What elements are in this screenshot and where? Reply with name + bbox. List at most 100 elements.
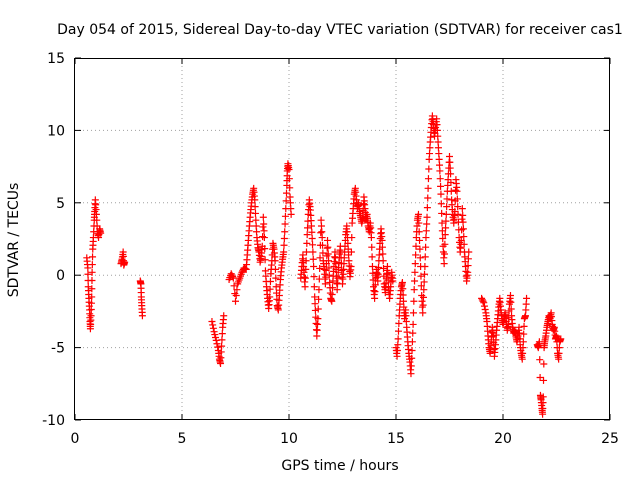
- data-point-marker: [440, 260, 448, 268]
- data-point-marker: [87, 305, 95, 313]
- data-point-marker: [410, 286, 418, 294]
- data-point-marker: [460, 240, 468, 248]
- data-point-marker: [415, 228, 423, 236]
- data-point-marker: [311, 293, 319, 301]
- data-point-marker: [328, 297, 336, 305]
- data-point-marker: [436, 175, 444, 183]
- data-point-marker: [420, 278, 428, 286]
- x-tick-label: 25: [601, 431, 619, 447]
- data-point-marker: [394, 327, 402, 335]
- data-point-marker: [218, 342, 226, 350]
- data-point-marker: [479, 297, 487, 305]
- data-point-marker: [384, 269, 392, 277]
- data-point-marker: [87, 299, 95, 307]
- data-point-marker: [443, 195, 451, 203]
- data-point-marker: [260, 220, 268, 228]
- data-point-marker: [88, 293, 96, 301]
- data-point-marker: [454, 210, 462, 218]
- x-axis-label: GPS time / hours: [281, 458, 398, 474]
- data-point-marker: [459, 211, 467, 219]
- data-point-marker: [414, 210, 422, 218]
- data-point-marker: [480, 299, 488, 307]
- data-point-marker: [314, 305, 322, 313]
- data-point-marker: [287, 210, 295, 218]
- data-point-marker: [379, 250, 387, 258]
- data-point-marker: [220, 312, 228, 320]
- data-point-marker: [464, 268, 472, 276]
- data-point-marker: [328, 291, 336, 299]
- data-point-marker: [436, 167, 444, 175]
- y-tick-label: 0: [56, 268, 65, 284]
- data-point-marker: [419, 301, 427, 309]
- y-axis-label: SDTVAR / TECUs: [6, 183, 22, 298]
- data-point-marker: [507, 305, 515, 313]
- data-point-marker: [301, 283, 309, 291]
- data-point-marker: [272, 283, 280, 291]
- data-point-marker: [407, 370, 415, 378]
- data-point-marker: [138, 312, 146, 320]
- data-point-marker: [218, 336, 226, 344]
- data-point-marker: [557, 335, 565, 343]
- data-point-marker: [325, 264, 333, 272]
- data-point-marker: [459, 218, 467, 226]
- data-point-marker: [520, 330, 528, 338]
- data-point-marker: [309, 248, 317, 256]
- data-point-marker: [378, 236, 386, 244]
- data-point-marker: [84, 264, 92, 272]
- data-point-marker: [322, 273, 330, 281]
- data-point-marker: [425, 165, 433, 173]
- data-point-marker: [411, 277, 419, 285]
- data-point-marker: [310, 263, 318, 271]
- data-point-marker: [539, 393, 547, 401]
- data-point-marker: [285, 165, 293, 173]
- data-point-marker: [408, 354, 416, 362]
- data-point-marker: [412, 251, 420, 259]
- grid-lines: [75, 58, 610, 420]
- data-point-marker: [311, 300, 319, 308]
- data-point-marker: [459, 225, 467, 233]
- data-point-marker: [519, 338, 527, 346]
- data-point-marker: [504, 320, 512, 328]
- data-point-marker: [447, 179, 455, 187]
- data-point-marker: [271, 265, 279, 273]
- data-point-marker: [371, 294, 379, 302]
- x-tick-label: 0: [71, 431, 80, 447]
- data-point-marker: [437, 200, 445, 208]
- y-tick-labels: -10 -5 0 5 10 15: [42, 51, 65, 429]
- data-point-marker: [540, 376, 548, 384]
- data-point-marker: [408, 346, 416, 354]
- data-point-marker: [266, 293, 274, 301]
- data-point-marker: [442, 217, 450, 225]
- data-point-marker: [437, 190, 445, 198]
- data-point-marker: [208, 318, 216, 326]
- y-tick-label: -5: [51, 341, 65, 357]
- data-point-marker: [437, 182, 445, 190]
- data-point-marker: [383, 263, 391, 271]
- data-point-marker: [314, 315, 322, 323]
- data-point-marker: [303, 239, 311, 247]
- data-point-marker: [453, 187, 461, 195]
- data-point-marker: [421, 270, 429, 278]
- data-point-marker: [375, 263, 383, 271]
- data-point-marker: [457, 236, 465, 244]
- data-point-marker: [319, 249, 327, 257]
- data-point-marker: [209, 324, 217, 332]
- data-point-marker: [281, 220, 289, 228]
- x-tick-label: 10: [280, 431, 298, 447]
- data-point-marker: [302, 265, 310, 273]
- data-point-marker: [272, 274, 280, 282]
- data-point-marker: [464, 255, 472, 263]
- data-point-marker: [324, 250, 332, 258]
- chart-title: Day 054 of 2015, Sidereal Day-to-day VTE…: [57, 22, 623, 38]
- data-point-marker: [121, 258, 129, 266]
- data-point-marker: [416, 236, 424, 244]
- data-point-marker: [285, 175, 293, 183]
- data-point-marker: [389, 277, 397, 285]
- data-point-marker: [480, 302, 488, 310]
- data-point-marker: [280, 235, 288, 243]
- data-point-marker: [280, 241, 288, 249]
- data-point-marker: [302, 248, 310, 256]
- data-point-marker: [214, 343, 222, 351]
- data-point-marker: [302, 257, 310, 265]
- data-point-marker: [281, 228, 289, 236]
